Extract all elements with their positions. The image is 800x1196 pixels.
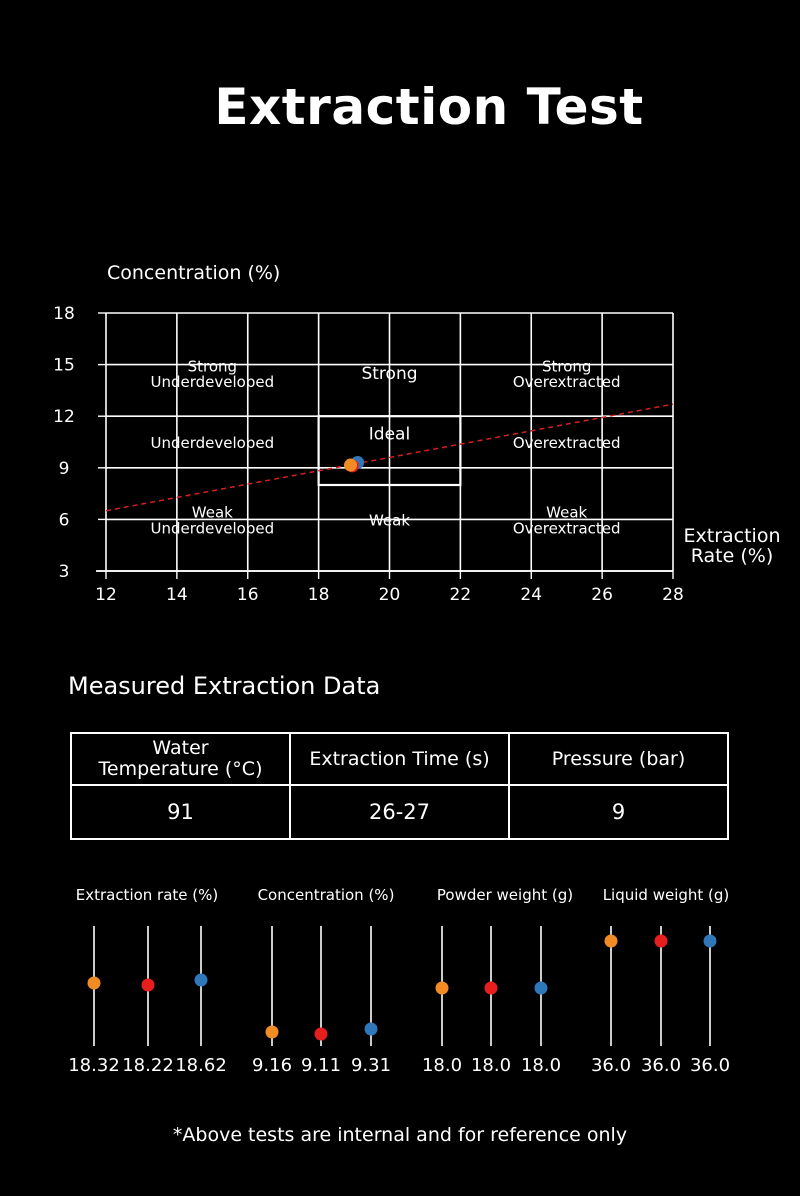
table-row: 91 26-27 9 [70,784,729,840]
zone-label-overextracted: Overextracted [513,434,621,452]
x-tick-label: 22 [450,585,472,605]
panel-dot-blue [534,981,548,995]
y-axis-label: Concentration (%) [107,262,280,284]
page-title: Extraction Test [214,78,644,136]
panel-title-extraction-rate: Extraction rate (%) [76,886,219,904]
panel-dot-blue [364,1022,378,1036]
panel-value-label: 9.31 [351,1055,391,1076]
x-tick-label: 18 [308,585,330,605]
zone-label-strong-overextracted: Strong Overextracted [513,357,621,391]
panel-value-label: 18.0 [521,1055,561,1076]
zone-label-underdeveloped: Underdeveloped [151,434,275,452]
table-cell-pressure: 9 [508,784,729,840]
y-tick-label: 3 [59,562,70,582]
ideal-zone-box [317,415,462,487]
x-axis-label: Extraction Rate (%) [684,525,781,567]
zone-label-weak-overextracted: Weak Overextracted [513,504,621,538]
table-header-extraction-time: Extraction Time (s) [289,732,510,786]
panel-value-label: 36.0 [591,1055,631,1076]
footnote: *Above tests are internal and for refere… [172,1124,628,1146]
panel-value-label: 9.16 [252,1055,292,1076]
table-header-pressure: Pressure (bar) [508,732,729,786]
panel-dot-red [654,934,668,948]
zone-label-weak: Weak [369,511,410,529]
panel-dot-blue [703,934,717,948]
zone-label-strong-underdeveloped: Strong Underdeveloped [151,357,275,391]
panel-dot-red [484,981,498,995]
panel-title-liquid-weight-g: Liquid weight (g) [603,886,730,904]
zone-label-ideal: Ideal [369,424,410,444]
panel-value-label: 9.11 [301,1055,341,1076]
panel-dot-blue [194,973,208,987]
panel-value-label: 18.0 [422,1055,462,1076]
panel-value-label: 36.0 [641,1055,681,1076]
x-tick-label: 14 [166,585,188,605]
panel-value-label: 18.62 [175,1055,227,1076]
extraction-params-table: Water Temperature (°C) Extraction Time (… [70,732,729,840]
panel-dot-red [141,978,155,992]
y-tick-label: 9 [59,459,70,479]
x-tick-label: 28 [662,585,684,605]
panel-value-label: 18.32 [68,1055,120,1076]
zone-label-strong: Strong [361,364,417,384]
panel-title-powder-weight-g: Powder weight (g) [437,886,573,904]
panel-dot-orange [87,976,101,990]
trend-line [105,403,674,512]
panel-title-concentration: Concentration (%) [258,886,395,904]
y-tick-label: 6 [59,510,70,530]
extraction-chart: Concentration (%) Extraction Rate (%) 12 14 1… [53,262,781,605]
data-point-orange [344,458,358,472]
y-tick-label: 18 [53,304,75,324]
panel-value-label: 18.22 [122,1055,174,1076]
x-tick-label: 20 [379,585,401,605]
table-cell-water-temperature: 91 [70,784,291,840]
table-cell-extraction-time: 26-27 [289,784,510,840]
table-section-title: Measured Extraction Data [68,672,381,700]
table-header-row: Water Temperature (°C) Extraction Time (… [70,732,729,786]
measurement-dot-panels: Extraction rate (%) 18.32 18.22 18.62 Concen… [68,886,730,1076]
panel-dot-orange [604,934,618,948]
panel-dot-orange [435,981,449,995]
x-tick-label: 12 [95,585,117,605]
zone-label-weak-underdeveloped: Weak Underdeveloped [151,504,275,538]
x-tick-label: 24 [520,585,542,605]
x-tick-label: 26 [591,585,613,605]
panel-value-label: 18.0 [471,1055,511,1076]
x-tick-label: 16 [237,585,259,605]
panel-dot-orange [265,1025,279,1039]
y-tick-label: 15 [53,356,75,376]
y-tick-label: 12 [53,407,75,427]
panel-dot-red [314,1027,328,1041]
panel-value-label: 36.0 [690,1055,730,1076]
table-header-water-temperature: Water Temperature (°C) [70,732,291,786]
